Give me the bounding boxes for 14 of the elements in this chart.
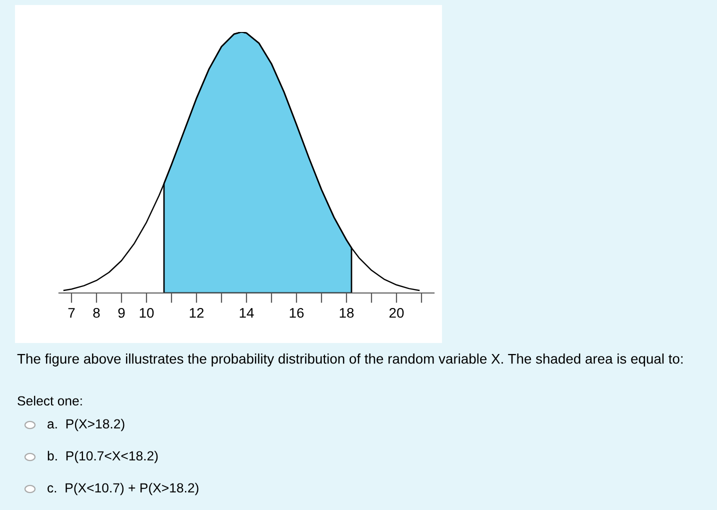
x-tick-label: 12 [190,308,204,318]
x-tick-label: 14 [240,308,254,318]
text: Select one: [18,396,82,406]
x-tick-label: 18 [340,308,354,318]
x-tick-label: 9 [118,308,125,318]
x-tick-label: 10 [140,308,154,318]
x-tick-label: 20 [389,308,404,318]
text: a. P(X>18.2) [48,418,124,432]
x-tick-label: 16 [290,308,304,318]
x-tick-label: 8 [93,308,100,318]
text: c. P(X<10.7) + P(X>18.2) [48,482,198,496]
text: The figure above illustrates the probability distribution of the random variable X. The shaded area is equal to: [17,354,683,366]
x-tick-label: 7 [68,308,75,318]
text: b. P(10.7<X<18.2) [48,450,158,464]
